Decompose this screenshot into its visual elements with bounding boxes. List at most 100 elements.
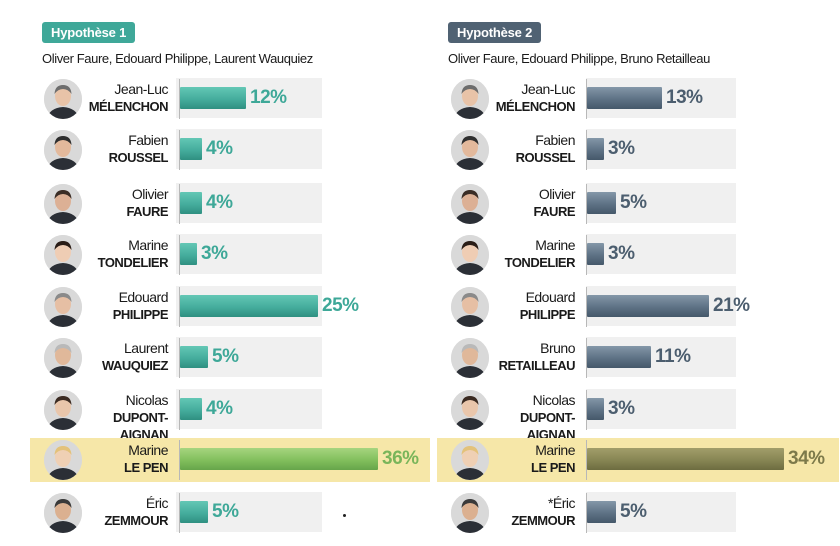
candidate-name: Fabien ROUSSEL: [485, 132, 576, 166]
candidate-photo: [44, 390, 82, 430]
candidate-photo: [44, 287, 82, 327]
bar-value-label: 36%: [382, 448, 419, 469]
candidate-photo: [44, 440, 82, 480]
bar: [587, 192, 616, 214]
bar-value-label: 3%: [201, 243, 228, 264]
candidate-photo: [451, 184, 489, 224]
bar: [180, 243, 197, 265]
candidate-photo: [44, 493, 82, 533]
candidate-name: Marine LE PEN: [78, 442, 168, 476]
candidate-first-name: Marine: [128, 237, 168, 253]
candidate-name: Éric ZEMMOUR: [78, 495, 168, 529]
candidate-first-name: Olivier: [538, 186, 576, 202]
candidate-first-name: Jean-Luc: [114, 81, 168, 97]
candidate-first-name: Fabien: [535, 132, 575, 148]
candidate-photo: [44, 184, 82, 224]
candidate-last-name: RETAILLEAU: [498, 358, 576, 373]
hypothesis-1-subtitle: Oliver Faure, Edouard Philippe, Laurent …: [42, 51, 313, 66]
axis-divider: [179, 79, 180, 119]
axis-divider: [586, 440, 587, 480]
axis-divider: [586, 79, 587, 119]
candidate-first-name: Edouard: [525, 289, 576, 305]
candidate-last-name: TONDELIER: [504, 255, 576, 270]
bar-row: Marine TONDELIER 3%: [437, 231, 840, 279]
bar-value-label: 5%: [212, 346, 239, 367]
bar-value-label: 3%: [608, 243, 635, 264]
candidate-first-name: Edouard: [118, 289, 169, 305]
bar-value-label: 5%: [620, 192, 647, 213]
candidate-name: Bruno RETAILLEAU: [485, 340, 576, 374]
stray-dot: [343, 514, 346, 517]
candidate-name: Marine TONDELIER: [78, 237, 169, 271]
candidate-first-name: Nicolas: [125, 392, 169, 408]
candidate-first-name: Marine: [128, 442, 168, 458]
candidate-name: Jean-Luc MÉLENCHON: [78, 81, 169, 115]
axis-divider: [586, 338, 587, 378]
axis-divider: [586, 493, 587, 533]
bar: [180, 192, 202, 214]
candidate-last-name: LE PEN: [531, 460, 575, 475]
bar-row: Olivier FAURE 5%: [437, 180, 840, 228]
candidate-name: Edouard PHILIPPE: [78, 289, 169, 323]
axis-divider: [586, 184, 587, 224]
axis-divider: [586, 235, 587, 275]
candidate-last-name: ROUSSEL: [108, 150, 169, 165]
candidate-photo: [451, 440, 489, 480]
bar-row: Edouard PHILIPPE 21%: [437, 283, 840, 331]
candidate-photo: [451, 130, 489, 170]
bar-value-label: 12%: [250, 87, 287, 108]
bar-row: Fabien ROUSSEL 4%: [0, 126, 430, 174]
bar: [587, 243, 604, 265]
bar-value-label: 3%: [608, 138, 635, 159]
bar: [180, 501, 208, 523]
candidate-first-name: Éric: [145, 495, 169, 511]
axis-divider: [179, 184, 180, 224]
candidate-last-name: MÉLENCHON: [88, 99, 169, 114]
candidate-photo: [451, 390, 489, 430]
bar: [587, 501, 616, 523]
bar-row: Éric ZEMMOUR 5%: [0, 489, 430, 537]
bar: [180, 87, 246, 109]
hypothesis-2-tag: Hypothèse 2: [448, 22, 542, 43]
bar-row: Nicolas DUPONT-AIGNAN 3%: [437, 386, 840, 442]
candidate-first-name: Jean-Luc: [521, 81, 575, 97]
bar-track: [176, 234, 322, 274]
candidate-last-name: ZEMMOUR: [104, 513, 168, 528]
bar-row: Jean-Luc MÉLENCHON 12%: [0, 75, 430, 123]
bar-value-label: 5%: [620, 501, 647, 522]
bar-value-label: 5%: [212, 501, 239, 522]
bar-track: [586, 234, 736, 274]
bar-row: Jean-Luc MÉLENCHON 13%: [437, 75, 840, 123]
candidate-photo: [451, 338, 489, 378]
candidate-photo: [451, 493, 489, 533]
bar-row: Edouard PHILIPPE 25%: [0, 283, 430, 331]
candidate-last-name: PHILIPPE: [519, 307, 576, 322]
bar: [587, 87, 662, 109]
bar-value-label: 13%: [666, 87, 703, 108]
candidate-photo: [451, 287, 489, 327]
bar: [587, 295, 709, 317]
bar-row: *Éric ZEMMOUR 5%: [437, 489, 840, 537]
bar: [587, 138, 604, 160]
bar-row: Marine TONDELIER 3%: [0, 231, 430, 279]
bar: [180, 398, 202, 420]
candidate-last-name: ZEMMOUR: [511, 513, 575, 528]
bar-row: Bruno RETAILLEAU 11%: [437, 334, 840, 382]
bar: [180, 138, 202, 160]
axis-divider: [586, 287, 587, 327]
bar-value-label: 4%: [206, 138, 233, 159]
candidate-name: Fabien ROUSSEL: [78, 132, 169, 166]
bar-row: Marine LE PEN 36%: [0, 436, 430, 484]
bar-value-label: 34%: [788, 448, 825, 469]
candidate-name: Marine LE PEN: [485, 442, 575, 476]
candidate-photo: [44, 130, 82, 170]
hypothesis-1-tag: Hypothèse 1: [42, 22, 136, 43]
candidate-last-name: FAURE: [126, 204, 168, 219]
bar: [587, 346, 651, 368]
bar-value-label: 4%: [206, 398, 233, 419]
bar-track: [586, 129, 736, 169]
bar-value-label: 21%: [713, 295, 750, 316]
axis-divider: [179, 390, 180, 430]
candidate-first-name: Marine: [535, 237, 575, 253]
bar: [587, 398, 604, 420]
